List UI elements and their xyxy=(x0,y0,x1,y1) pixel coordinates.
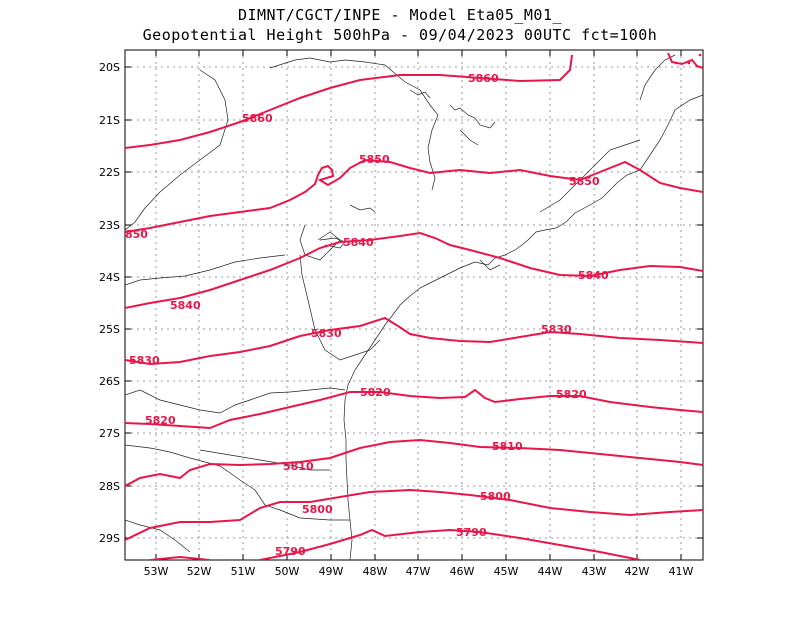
contour-label: 5830 xyxy=(311,327,342,340)
lon-label: 43W xyxy=(582,565,607,578)
lat-label: 23S xyxy=(99,219,120,232)
contour-label: 5800 xyxy=(302,503,333,516)
contour-label: 5860 xyxy=(468,72,499,85)
contour-label: 5840 xyxy=(578,269,609,282)
contour-5790-main xyxy=(259,528,641,560)
lat-label: 28S xyxy=(99,480,120,493)
contour-label: 5790 xyxy=(275,545,306,558)
lon-label: 49W xyxy=(319,565,344,578)
contour-label: 5830 xyxy=(541,323,572,336)
contour-label: 5820 xyxy=(360,386,391,399)
contour-label: 5850 xyxy=(359,153,390,166)
lon-label: 41W xyxy=(669,565,694,578)
contour-label: 5820 xyxy=(145,414,176,427)
lat-label: 24S xyxy=(99,271,120,284)
height-contours xyxy=(125,52,703,560)
tick-marks xyxy=(125,50,703,560)
latitude-labels: 20S 21S 22S 23S 24S 25S 26S 27S 28S 29S xyxy=(99,61,120,545)
lon-label: 50W xyxy=(275,565,300,578)
lon-label: 47W xyxy=(406,565,431,578)
lon-label: 51W xyxy=(231,565,256,578)
lat-label: 26S xyxy=(99,375,120,388)
lon-label: 46W xyxy=(450,565,475,578)
lat-label: 22S xyxy=(99,166,120,179)
gridlines xyxy=(125,50,703,560)
contour-5820 xyxy=(125,388,703,430)
contour-label: 5790 xyxy=(456,526,487,539)
contour-5860-east xyxy=(667,52,703,69)
contour-5790 xyxy=(149,555,211,560)
lon-label: 45W xyxy=(494,565,519,578)
contour-label: 5840 xyxy=(170,299,201,312)
contour-5840 xyxy=(125,231,703,309)
contour-label: 5810 xyxy=(283,460,314,473)
contour-label: 850 xyxy=(125,228,148,241)
contour-dot xyxy=(674,61,678,65)
longitude-labels: 53W 52W 51W 50W 49W 48W 47W 46W 45W 44W … xyxy=(144,565,694,578)
lon-label: 53W xyxy=(144,565,169,578)
title-line-1: DIMNT/CGCT/INPE - Model Eta05_M01_ xyxy=(237,6,563,24)
contour-5860 xyxy=(125,54,573,149)
contour-label: 5860 xyxy=(242,112,273,125)
contour-label: 5800 xyxy=(480,490,511,503)
lon-label: 52W xyxy=(187,565,212,578)
contour-label: 5820 xyxy=(556,388,587,401)
contour-5810 xyxy=(125,438,703,487)
title-line-2: Geopotential Height 500hPa - 09/04/2023 … xyxy=(142,26,658,44)
lat-label: 20S xyxy=(99,61,120,74)
lon-label: 44W xyxy=(538,565,563,578)
map-frame xyxy=(124,49,704,561)
lon-label: 48W xyxy=(363,565,388,578)
contour-label: 5810 xyxy=(492,440,523,453)
contour-dot xyxy=(698,53,702,57)
contour-5800 xyxy=(125,488,703,541)
contour-dot xyxy=(687,61,691,65)
contour-5850 xyxy=(125,158,703,233)
contour-label: 5840 xyxy=(343,236,374,249)
lat-label: 29S xyxy=(99,532,120,545)
lat-label: 27S xyxy=(99,427,120,440)
coastline-and-borders xyxy=(125,54,703,560)
contour-label: 5850 xyxy=(569,175,600,188)
contour-5830 xyxy=(125,316,703,366)
lon-label: 42W xyxy=(625,565,650,578)
lat-label: 25S xyxy=(99,323,120,336)
lat-label: 21S xyxy=(99,114,120,127)
contour-label: 5830 xyxy=(129,354,160,367)
